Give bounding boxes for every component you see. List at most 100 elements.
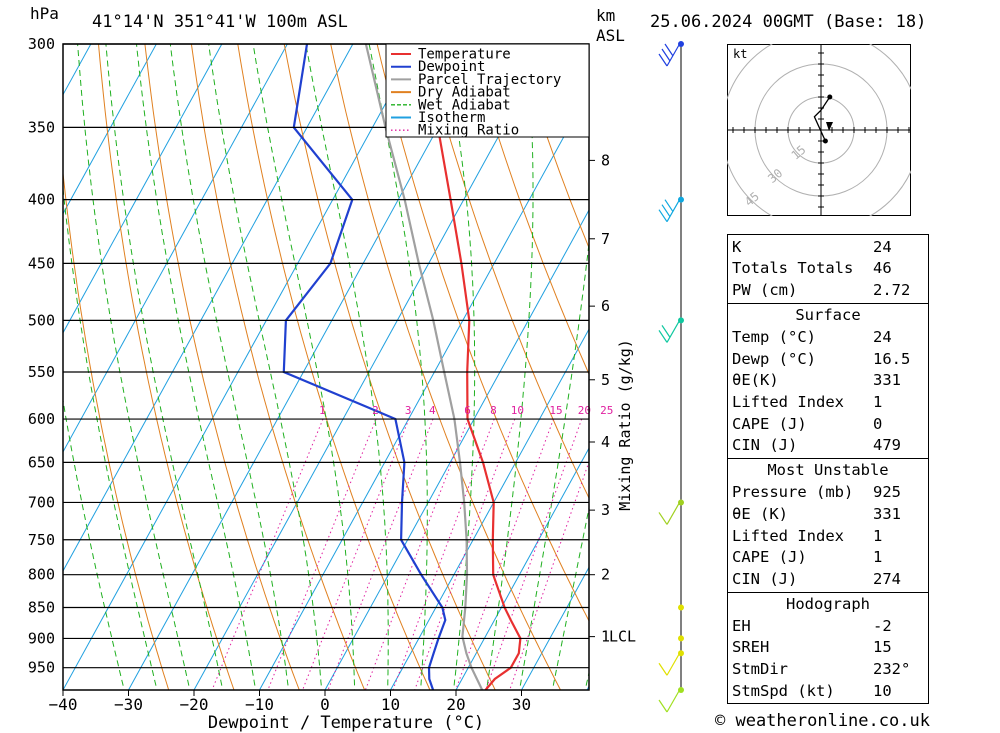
most-unstable-section: Most Unstable Pressure (mb) 925 θE (K) 331 L… bbox=[728, 459, 928, 593]
surface-title: Surface bbox=[795, 305, 861, 324]
x-axis-label: Dewpoint / Temperature (°C) bbox=[208, 713, 484, 733]
mixing-ratio-line bbox=[302, 418, 410, 690]
top-indices-section: K 24 Totals Totals 46 PW (cm) 2.72 bbox=[728, 235, 928, 304]
mixing-ratio-line bbox=[211, 418, 324, 690]
km-tick-label: 3 bbox=[601, 501, 610, 519]
mixing-ratio-label: 25 bbox=[600, 404, 613, 417]
most-unstable-title: Most Unstable bbox=[767, 460, 889, 479]
wind-level-dot bbox=[678, 317, 684, 324]
wind-barb-feather bbox=[658, 53, 668, 67]
pressure-tick-label: 750 bbox=[28, 531, 55, 549]
wind-barb-staff bbox=[666, 503, 680, 525]
dry-adiabat-line bbox=[330, 44, 562, 690]
hpa-unit-label: hPa bbox=[30, 4, 59, 23]
index-label: Dewp (°C) bbox=[732, 349, 816, 368]
index-row: Temp (°C) 24 bbox=[728, 326, 928, 348]
mixing-ratio-label: 10 bbox=[511, 404, 524, 417]
wind-barb-staff bbox=[666, 690, 680, 713]
isotherm-line bbox=[63, 44, 223, 334]
mixing-ratio-label: 8 bbox=[490, 404, 497, 417]
index-row: Totals Totals 46 bbox=[728, 258, 928, 280]
isotherm-line bbox=[0, 0, 80, 690]
wind-level-dot bbox=[678, 41, 684, 47]
index-value: 0 bbox=[873, 414, 883, 433]
legend-entry: Parcel Trajectory bbox=[418, 72, 561, 88]
pressure-tick-label: 950 bbox=[28, 659, 55, 677]
pressure-tick-label: 500 bbox=[28, 311, 55, 329]
index-row: CIN (J) 274 bbox=[728, 568, 928, 590]
index-value: 925 bbox=[873, 483, 901, 502]
km-tick-label: 8 bbox=[601, 151, 610, 169]
legend-entry: Temperature bbox=[418, 47, 511, 63]
index-label: StmSpd (kt) bbox=[732, 681, 835, 700]
hodograph-point bbox=[827, 94, 833, 100]
x-tick-label: −20 bbox=[180, 695, 209, 714]
legend-entry: Mixing Ratio bbox=[418, 123, 519, 139]
mixing-ratio-label: 4 bbox=[429, 404, 436, 417]
index-row: θE(K) 331 bbox=[728, 370, 928, 392]
index-value: 274 bbox=[873, 569, 901, 588]
wet-adiabat-line bbox=[105, 44, 224, 690]
km-tick-label: 1 bbox=[601, 628, 610, 646]
isotherm-line bbox=[63, 44, 157, 215]
index-value: 24 bbox=[873, 328, 892, 347]
x-tick-label: 20 bbox=[446, 695, 465, 714]
index-label: θE(K) bbox=[732, 371, 779, 390]
index-row: StmSpd (kt) 10 bbox=[728, 680, 928, 702]
mixing-ratio-label: 15 bbox=[549, 404, 562, 417]
location-label: 41°14'N 351°41'W 100m ASL bbox=[92, 12, 348, 32]
pressure-tick-label: 300 bbox=[28, 35, 55, 53]
index-value: 331 bbox=[873, 504, 901, 523]
index-value: -2 bbox=[873, 616, 892, 635]
wind-barb-feather bbox=[658, 512, 668, 525]
wet-adiabat-line bbox=[368, 44, 428, 690]
wind-barb-feather bbox=[658, 209, 668, 222]
wind-level-dot bbox=[678, 650, 684, 657]
index-row: EH -2 bbox=[728, 615, 928, 637]
wind-barb-feather bbox=[658, 699, 668, 713]
wet-adiabat-line bbox=[77, 44, 191, 690]
datetime-label: 25.06.2024 00GMT (Base: 18) bbox=[650, 12, 927, 32]
mixing-ratio-label: 6 bbox=[464, 404, 471, 417]
mixing-ratio-line bbox=[455, 418, 554, 690]
index-label: EH bbox=[732, 616, 751, 635]
wind-barb-feather bbox=[661, 48, 671, 62]
wind-barb-feather bbox=[658, 662, 668, 676]
pressure-tick-label: 650 bbox=[28, 453, 55, 471]
wet-adiabat-line bbox=[551, 505, 589, 690]
x-tick-label: 30 bbox=[512, 695, 531, 714]
index-row: Lifted Index 1 bbox=[728, 525, 928, 547]
isotherm-line bbox=[390, 328, 589, 690]
isotherm-line bbox=[455, 447, 589, 690]
x-tick-label: −10 bbox=[245, 695, 274, 714]
km-tick-label: 5 bbox=[601, 371, 610, 389]
dry-adiabat-line bbox=[423, 44, 589, 500]
wind-level-dot bbox=[678, 635, 684, 642]
index-label: Pressure (mb) bbox=[732, 483, 854, 502]
legend-entry: Dewpoint bbox=[418, 59, 485, 75]
isotherm-line bbox=[63, 44, 288, 453]
wind-barb-feather bbox=[658, 330, 668, 343]
pressure-tick-label: 900 bbox=[28, 629, 55, 647]
index-label: Lifted Index bbox=[732, 526, 844, 545]
wind-barb-feather bbox=[664, 43, 674, 57]
isotherm-line bbox=[259, 89, 589, 690]
index-row: Lifted Index 1 bbox=[728, 391, 928, 413]
storm-motion-arrow bbox=[826, 122, 833, 131]
x-tick-label: 10 bbox=[381, 695, 400, 714]
index-label: CIN (J) bbox=[732, 436, 798, 455]
index-value: 1 bbox=[873, 526, 883, 545]
mixing-ratio-label: 20 bbox=[578, 404, 591, 417]
pressure-tick-label: 400 bbox=[28, 191, 55, 209]
mixing-ratio-axis-label: Mixing Ratio (g/kg) bbox=[616, 339, 634, 511]
isotherm-line bbox=[324, 209, 589, 690]
km-tick-label: 4 bbox=[601, 433, 610, 451]
dry-adiabat-line bbox=[469, 44, 589, 376]
hodograph-point bbox=[822, 138, 828, 144]
hodograph-params-section: Hodograph EH -2 SREH 15 StmDir 232° StmSpd (kt… bbox=[728, 593, 928, 704]
wet-adiabat-line bbox=[443, 44, 476, 690]
index-label: PW (cm) bbox=[732, 280, 798, 299]
index-value: 16.5 bbox=[873, 349, 911, 368]
index-row: StmDir 232° bbox=[728, 658, 928, 680]
